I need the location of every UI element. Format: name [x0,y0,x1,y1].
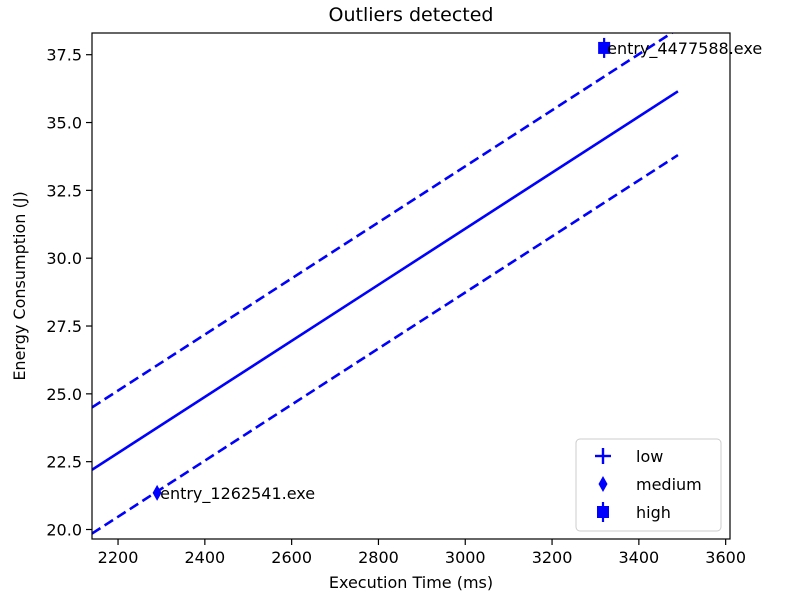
data-point-medium [152,484,162,501]
legend-label: high [636,503,671,522]
y-tick-label: 22.5 [46,453,82,472]
legend-label: medium [636,475,702,494]
x-tick-label: 3000 [445,548,486,567]
y-tick-label: 30.0 [46,249,82,268]
x-tick-label: 2600 [271,548,312,567]
x-tick-label: 3600 [705,548,746,567]
fit-line [92,90,679,471]
y-axis: 20.0 22.5 25.0 27.5 30.0 32.5 35.0 37.5 [46,46,92,540]
x-tick-label: 2200 [98,548,139,567]
annotation-label: entry_4477588.exe [607,39,762,59]
legend-box [575,438,722,532]
y-tick-label: 32.5 [46,181,82,200]
plot-frame [91,32,731,540]
legend: low medium high [575,438,722,532]
y-tick-label: 35.0 [46,114,82,133]
legend-marker-medium [598,476,608,492]
x-tick-label: 3400 [618,548,659,567]
y-tick-label: 20.0 [46,521,82,540]
annotations: entry_1262541.exe entry_4477588.exe [160,39,762,504]
x-axis-label: Execution Time (ms) [329,573,493,592]
bound-line-1 [92,33,675,409]
x-tick-label: 2400 [184,548,225,567]
x-axis: 2200 2400 2600 2800 3000 3200 3400 3600 [98,539,746,567]
x-tick-label: 2800 [358,548,399,567]
bound-line-2 [92,153,679,535]
y-tick-label: 25.0 [46,385,82,404]
annotation-label: entry_1262541.exe [160,484,315,504]
data-point-high [598,37,611,58]
y-tick-label: 37.5 [46,46,82,65]
chart-title: Outliers detected [329,4,494,26]
y-tick-label: 27.5 [46,317,82,336]
y-axis-label: Energy Consumption (J) [10,191,29,380]
legend-marker-low [595,448,611,464]
legend-marker-high [597,502,609,522]
legend-label: low [636,447,663,466]
x-tick-label: 3200 [532,548,573,567]
plot-area [92,33,679,535]
